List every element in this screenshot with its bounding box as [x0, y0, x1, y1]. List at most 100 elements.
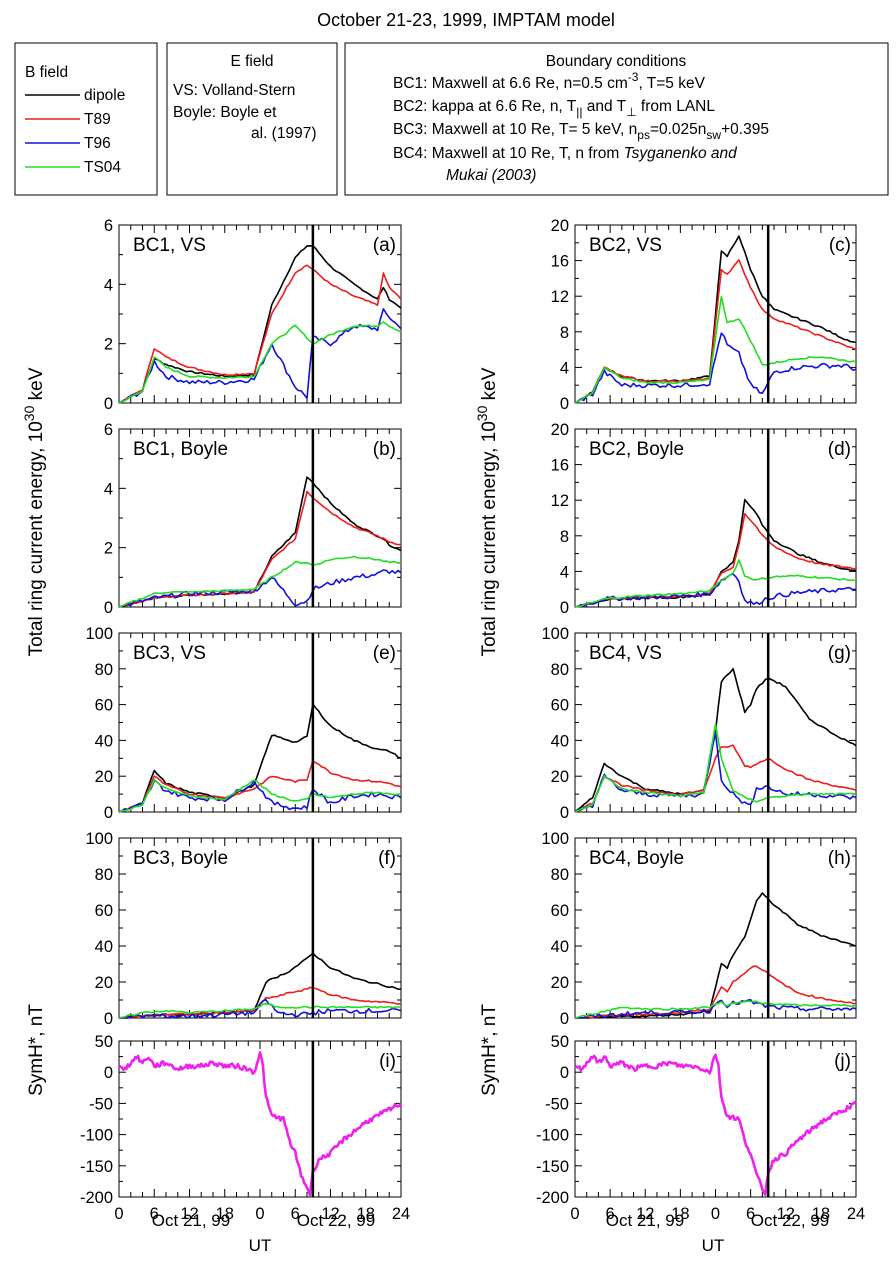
x-tick-label: 12 — [636, 1205, 654, 1223]
y-tick-label: 60 — [95, 902, 113, 920]
y-tick-label: -150 — [536, 1158, 569, 1176]
panel-letter: (b) — [373, 439, 396, 460]
panel-letter: (i) — [379, 1051, 396, 1072]
bc1-tail: , T=5 keV — [638, 75, 705, 92]
bc1-sup: -3 — [628, 70, 639, 84]
bc4-italic: Tsyganenko and — [624, 145, 739, 162]
right-energy-ylabel-sup: 30 — [474, 405, 490, 421]
bfield-legend-box — [14, 42, 158, 196]
x-tick-label: 6 — [746, 1205, 755, 1223]
right-symh-ylabel: SymH*, nT — [479, 1004, 500, 1096]
legend-label-dipole: dipole — [84, 87, 125, 104]
series-line-ts04 — [118, 555, 402, 608]
bc3-tail: +0.395 — [721, 121, 769, 138]
bc4-line2: Mukai (2003) — [446, 167, 536, 184]
y-tick-label: 40 — [551, 938, 569, 956]
y-tick-label: -200 — [80, 1189, 113, 1207]
y-tick-label: 2 — [104, 336, 113, 354]
panel-e: 0 20 40 60 80 100 BC3, VS (e) — [85, 625, 402, 822]
y-tick-label: -100 — [80, 1127, 113, 1145]
x-tick-label: 24 — [847, 1205, 865, 1223]
series-line-dipole — [575, 892, 857, 1019]
x-tick-label: 24 — [392, 1205, 410, 1223]
panel-name: BC4, VS — [589, 643, 662, 664]
y-tick-label: 0 — [104, 804, 113, 822]
efield-line-boyle: Boyle: Boyle et — [173, 104, 277, 121]
series-line-t96 — [574, 332, 857, 404]
panel-c: 0 4 8 12 16 20 BC2, VS (c) — [551, 217, 857, 413]
y-tick-label: 100 — [541, 830, 569, 848]
x-tick-label: 12 — [321, 1205, 339, 1223]
series-line-ts04 — [574, 559, 857, 608]
series-line-ts04 — [118, 321, 402, 404]
panel-letter: (d) — [828, 439, 851, 460]
y-tick-label: 80 — [95, 866, 113, 884]
bc2-sub2: ⊥ — [626, 105, 636, 119]
panel-f: 0 20 40 60 80 100 BC3, Boyle (f) — [85, 830, 402, 1028]
y-tick-label: 100 — [85, 830, 113, 848]
panel-letter: (e) — [373, 643, 396, 664]
y-tick-label: 20 — [551, 421, 569, 439]
x-tick-label: 0 — [570, 1205, 579, 1223]
bfield-legend-heading: B field — [25, 64, 68, 81]
series-line-symh — [118, 1051, 403, 1197]
y-tick-label: -200 — [536, 1189, 569, 1207]
right-date-label-2: Oct 22, 99 — [751, 1211, 829, 1230]
x-tick-label: 0 — [255, 1205, 264, 1223]
right-xlabel: UT — [702, 1236, 725, 1255]
y-tick-label: 12 — [551, 288, 569, 306]
series-line-t96 — [118, 779, 402, 813]
y-tick-label: 80 — [551, 661, 569, 679]
series-line-t96 — [574, 573, 857, 608]
efield-box — [166, 42, 338, 196]
panel-name: BC4, Boyle — [589, 848, 684, 869]
legend-label-t96: T96 — [84, 135, 111, 152]
panel-letter: (j) — [834, 1051, 851, 1072]
bc1-text: BC1: Maxwell at 6.6 Re, n=0.5 cm-3, T=5 … — [393, 70, 706, 92]
y-tick-label: 0 — [104, 599, 113, 617]
left-xlabel: UT — [249, 1236, 272, 1255]
panel-name: BC1, VS — [133, 235, 206, 256]
series-line-t96 — [118, 569, 402, 608]
bc-heading: Boundary conditions — [546, 53, 687, 70]
series-line-t89 — [574, 744, 857, 813]
bc3-text: BC3: Maxwell at 10 Re, T= 5 keV, nps=0.0… — [393, 121, 769, 142]
y-tick-label: 80 — [95, 661, 113, 679]
y-tick-label: 20 — [95, 768, 113, 786]
y-tick-label: 50 — [95, 1033, 113, 1051]
bc-box — [344, 42, 889, 196]
left-date-label-2: Oct 22, 99 — [297, 1211, 375, 1230]
y-tick-label: 100 — [541, 625, 569, 643]
figure-title: October 21-23, 1999, IMPTAM model — [317, 10, 615, 30]
y-tick-label: 2 — [104, 540, 113, 558]
panel-name: BC2, Boyle — [589, 439, 684, 460]
series-line-ts04 — [574, 295, 857, 404]
y-tick-label: 20 — [95, 974, 113, 992]
right-energy-ylabel-main: Total ring current energy, 10 — [479, 421, 500, 656]
y-tick-label: -50 — [89, 1095, 113, 1113]
series-line-symh — [574, 1053, 857, 1197]
bc3-main: BC3: Maxwell at 10 Re, T= 5 keV, n — [393, 121, 637, 138]
y-tick-label: 8 — [560, 528, 569, 546]
x-tick-label: 0 — [114, 1205, 123, 1223]
series-line-dipole — [118, 245, 402, 404]
panel-name: BC1, Boyle — [133, 439, 228, 460]
right-energy-ylabel: Total ring current energy, 1030 keV — [474, 367, 500, 656]
left-symh-ylabel: SymH*, nT — [26, 1004, 47, 1096]
bc4-main: BC4: Maxwell at 10 Re, T, n from — [393, 145, 624, 162]
bc2-main: BC2: kappa at 6.6 Re, n, T — [393, 98, 577, 115]
efield-heading: E field — [230, 53, 273, 70]
panel-name: BC2, VS — [589, 235, 662, 256]
left-date-label-1: Oct 21, 99 — [152, 1211, 230, 1230]
right-energy-ylabel-unit: keV — [479, 367, 500, 405]
y-tick-label: -100 — [536, 1127, 569, 1145]
panel-letter: (h) — [828, 848, 851, 869]
y-tick-label: 60 — [95, 697, 113, 715]
left-energy-ylabel: Total ring current energy, 1030 keV — [21, 367, 47, 656]
right-date-label-1: Oct 21, 99 — [606, 1211, 684, 1230]
bc3-sub2: sw — [706, 128, 721, 142]
bc2-sub1: || — [576, 105, 582, 119]
series-line-ts04 — [118, 1003, 402, 1019]
